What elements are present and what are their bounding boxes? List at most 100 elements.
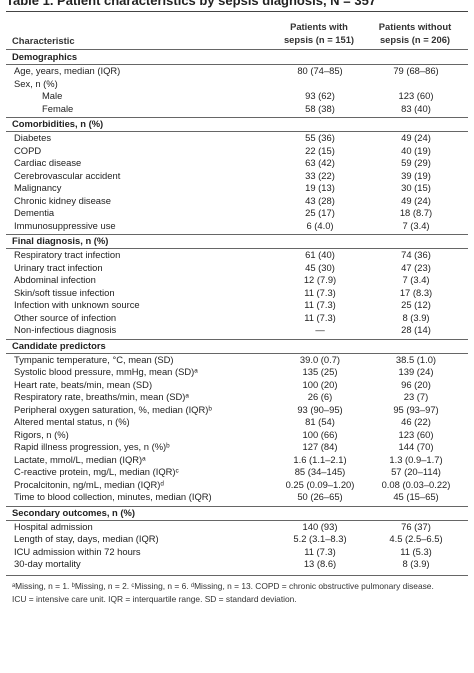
table-row: Chronic kidney disease 43 (28) 49 (24) [6, 195, 468, 208]
table-row: Respiratory rate, breaths/min, mean (SD)… [6, 391, 468, 404]
cell-without-sepsis: 28 (14) [401, 324, 431, 335]
cell-without-sepsis: 40 (19) [401, 144, 431, 156]
cell-without-sepsis: 74 (36) [401, 249, 431, 260]
table-row: Rapid illness progression, yes, n (%)ᵇ 12… [6, 441, 468, 454]
section-label: Secondary outcomes, n (%) [12, 506, 135, 518]
table-title: Table 1. Patient characteristics by seps… [6, 0, 377, 8]
header-rule [6, 49, 468, 50]
cell-with-sepsis: 43 (28) [305, 194, 335, 206]
cell-without-sepsis: 0.08 (0.03–0.22) [381, 478, 451, 490]
cell-with-sepsis: — [315, 324, 325, 335]
cell-without-sepsis: 11 (5.3) [400, 545, 432, 557]
table-row: 30-day mortality 13 (8.6) 8 (3.9) [6, 558, 468, 571]
cell-without-sepsis: 17 (8.3) [399, 286, 433, 298]
cell-without-sepsis: 7 (3.4) [402, 274, 430, 285]
row-label: Cerebrovascular accident [14, 169, 121, 181]
table-row: Sex, n (%) [6, 78, 468, 91]
cell-without-sepsis: 79 (68–86) [393, 65, 439, 76]
row-label: Male [42, 90, 63, 101]
row-label: Sex, n (%) [14, 77, 58, 89]
row-label: Chronic kidney disease [14, 194, 111, 206]
row-label: C-reactive protein, mg/L, median (IQR)ᶜ [14, 466, 179, 477]
table-row: Diabetes 55 (36) 49 (24) [6, 132, 468, 145]
table-row: Female 58 (38) 83 (40) [6, 103, 468, 116]
section-rule [6, 338, 468, 340]
cell-without-sepsis: 38.5 (1.0) [395, 353, 437, 365]
cell-with-sepsis: 26 (6) [307, 391, 333, 402]
cell-with-sepsis: 55 (36) [305, 132, 335, 143]
footnote-line2: ICU = intensive care unit. IQR = interqu… [12, 593, 297, 604]
cell-without-sepsis: 49 (24) [401, 194, 431, 206]
cell-with-sepsis: 100 (66) [302, 428, 338, 440]
cell-with-sepsis: 63 (42) [305, 157, 335, 168]
cell-without-sepsis: 7 (3.4) [402, 219, 430, 231]
row-label: Cardiac disease [14, 157, 82, 168]
header-characteristic: Characteristic [12, 35, 75, 46]
row-label: Age, years, median (IQR) [14, 65, 121, 76]
cell-with-sepsis: 11 (7.3) [304, 311, 336, 323]
row-label: Respiratory tract infection [14, 249, 121, 260]
table-row: Heart rate, beats/min, mean (SD) 100 (20)… [6, 379, 468, 392]
table-row: ICU admission within 72 hours 11 (7.3) 11 … [6, 546, 468, 559]
row-label: Skin/soft tissue infection [14, 286, 115, 298]
cell-with-sepsis: 19 (13) [305, 182, 335, 193]
row-label: Tympanic temperature, °C, mean (SD) [14, 353, 174, 365]
table-row: Abdominal infection 12 (7.9) 7 (3.4) [6, 274, 468, 287]
cell-with-sepsis: 0.25 (0.09–1.20) [285, 478, 355, 490]
table-row: C-reactive protein, mg/L, median (IQR)ᶜ 8… [6, 466, 468, 479]
cell-with-sepsis: 61 (40) [305, 249, 335, 260]
section-label: Comorbidities, n (%) [12, 118, 104, 129]
cell-with-sepsis: 81 (54) [305, 416, 335, 427]
table-row: Age, years, median (IQR) 80 (74–85) 79 (68… [6, 65, 468, 78]
row-label: Systolic blood pressure, mmHg, mean (SD)… [14, 366, 198, 377]
section-rule [6, 117, 468, 118]
section-header-row: Candidate predictors [6, 340, 468, 353]
cell-with-sepsis: 11 (7.3) [304, 545, 336, 557]
header-col2-line1: Patients without [378, 21, 452, 32]
table-row: Infection with unknown source 11 (7.3) 25 … [6, 299, 468, 312]
table-row: Time to blood collection, minutes, media… [6, 491, 468, 504]
row-label: Abdominal infection [14, 274, 96, 285]
cell-with-sepsis: 5.2 (3.1–8.3) [293, 533, 347, 544]
row-label: Lactate, mmol/L, median (IQR)ᵃ [14, 453, 146, 465]
table-row: Cerebrovascular accident 33 (22) 39 (19) [6, 170, 468, 183]
row-label: Altered mental status, n (%) [14, 416, 130, 427]
cell-without-sepsis: 123 (60) [398, 90, 434, 101]
header-col-without-sepsis: Patients without sepsis (n = 206) [360, 20, 470, 46]
cell-without-sepsis: 95 (93–97) [393, 403, 439, 415]
table-row: Hospital admission 140 (93) 76 (37) [6, 521, 468, 534]
cell-with-sepsis: 39.0 (0.7) [299, 353, 341, 365]
row-label: Dementia [14, 207, 55, 218]
table-row: Rigors, n (%) 100 (66) 123 (60) [6, 429, 468, 442]
table-row: COPD 22 (15) 40 (19) [6, 145, 468, 158]
header-col-with-sepsis: Patients with sepsis (n = 151) [264, 20, 374, 46]
table-row: Systolic blood pressure, mmHg, mean (SD)… [6, 366, 468, 379]
cell-with-sepsis: 11 (7.3) [304, 286, 336, 298]
table-footnote: ᵃMissing, n = 1. ᵇMissing, n = 2. ᶜMissi… [12, 580, 464, 606]
cell-with-sepsis: 58 (38) [305, 102, 335, 114]
table-row: Procalcitonin, ng/mL, median (IQR)ᵈ 0.25 … [6, 479, 468, 492]
table-row: Malignancy 19 (13) 30 (15) [6, 182, 468, 195]
row-label: Length of stay, days, median (IQR) [14, 533, 159, 544]
cell-without-sepsis: 8 (3.9) [402, 558, 430, 569]
table-row: Dementia 25 (17) 18 (8.7) [6, 207, 468, 220]
table-row: Respiratory tract infection 61 (40) 74 (36… [6, 249, 468, 262]
section-rule [6, 505, 468, 507]
row-label: Non-infectious diagnosis [14, 324, 117, 335]
cell-without-sepsis: 46 (22) [401, 416, 431, 427]
row-label: Other source of infection [14, 311, 117, 323]
section-underline [6, 519, 468, 521]
cell-without-sepsis: 96 (20) [401, 378, 431, 390]
row-label: Female [42, 102, 74, 114]
cell-without-sepsis: 39 (19) [401, 169, 431, 181]
row-label: Time to blood collection, minutes, media… [14, 491, 212, 502]
cell-with-sepsis: 127 (84) [302, 441, 338, 452]
cell-without-sepsis: 139 (24) [398, 366, 434, 377]
cell-with-sepsis: 1.6 (1.1–2.1) [293, 453, 347, 465]
cell-with-sepsis: 140 (93) [302, 520, 338, 532]
cell-without-sepsis: 25 (12) [401, 299, 431, 310]
cell-with-sepsis: 13 (8.6) [303, 558, 337, 569]
cell-without-sepsis: 45 (15–65) [393, 491, 439, 502]
top-rule [6, 11, 468, 12]
cell-with-sepsis: 93 (90–95) [297, 403, 343, 415]
